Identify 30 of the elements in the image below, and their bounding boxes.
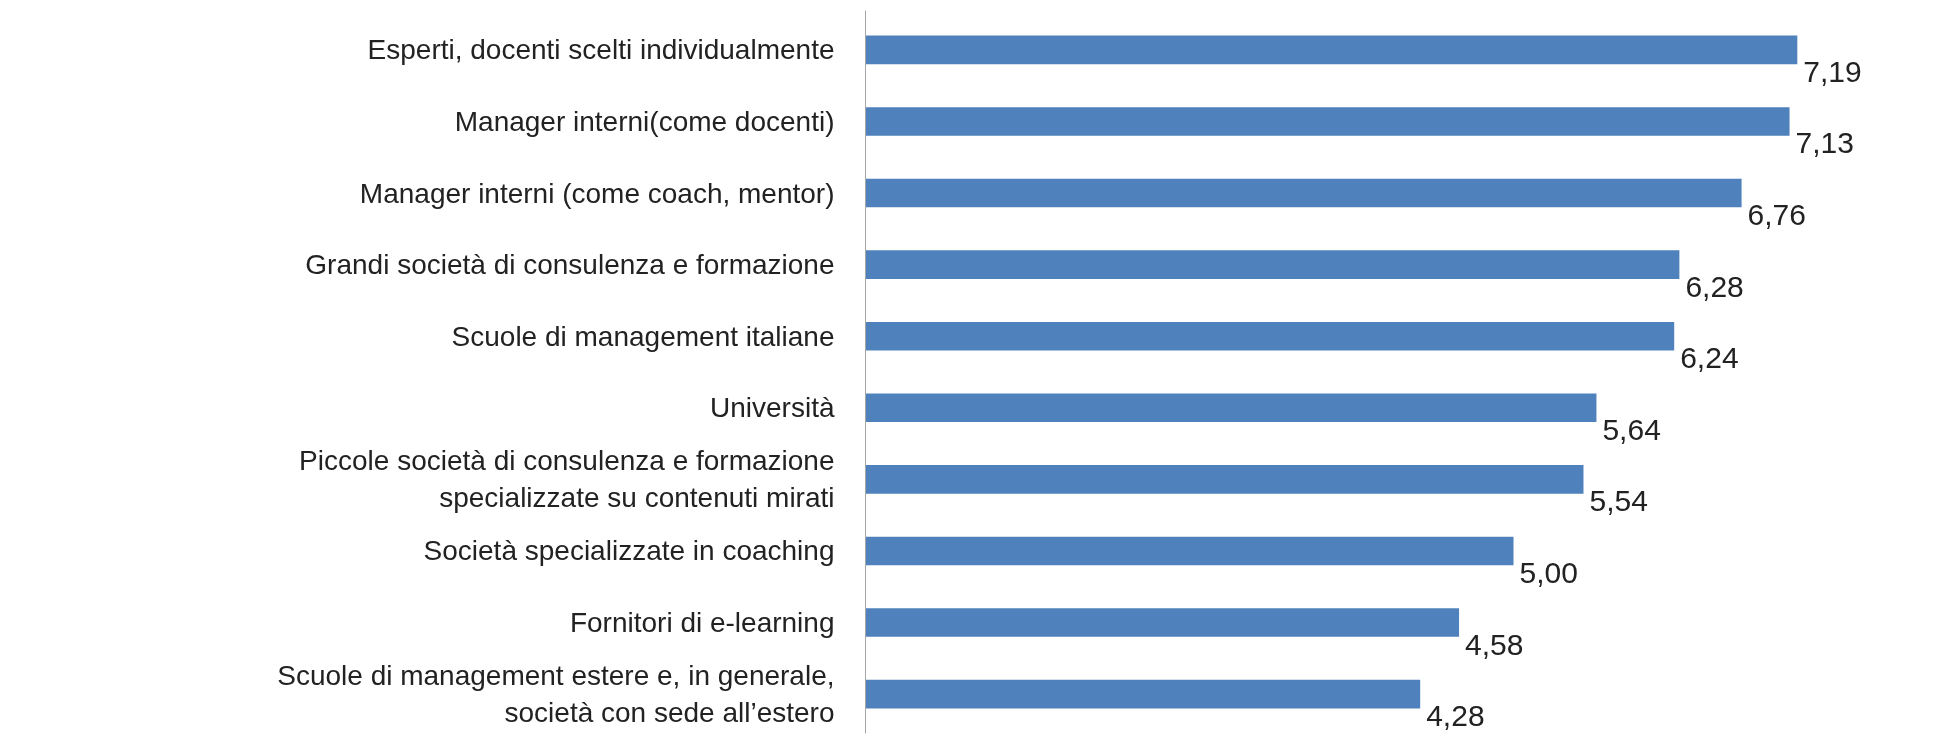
bar (865, 321, 1675, 351)
y-tick-label: Scuole di management italiane (451, 320, 835, 352)
data-label: 5,64 (1602, 412, 1661, 446)
y-tick-label: Grandi società di consulenza e formazione (305, 249, 835, 281)
bar (865, 679, 1421, 709)
y-tick-label: Società specializzate in coaching (423, 535, 835, 567)
y-tick-label: Università (710, 392, 835, 424)
y-tick-label: Piccole società di consulenza e formazione specializzate su contenuti mirati (299, 445, 835, 514)
data-label: 4,58 (1465, 627, 1524, 661)
bar (865, 250, 1680, 279)
bar (865, 107, 1790, 136)
data-label: 5,00 (1519, 555, 1578, 589)
data-label: 7,13 (1795, 126, 1854, 160)
bar (865, 608, 1460, 637)
data-label: 5,54 (1589, 484, 1648, 518)
data-label: 7,19 (1803, 54, 1862, 88)
bar (865, 35, 1798, 65)
bar (865, 536, 1514, 566)
y-tick-label: Manager interni(come docenti) (454, 105, 835, 137)
y-tick-label: Manager interni (come coach, mentor) (359, 177, 835, 209)
y-tick-label: Scuole di management estere e, in generale, società con sede all’estero (277, 660, 835, 729)
data-label: 4,28 (1426, 699, 1485, 733)
bar (865, 465, 1584, 494)
bar (865, 393, 1597, 423)
y-tick-label: Fornitori di e-learning (569, 607, 835, 639)
y-tick-label: Esperti, docenti scelti individualmente (367, 34, 835, 66)
bar (865, 178, 1742, 208)
data-label: 6,28 (1685, 269, 1744, 303)
data-label: 6,24 (1680, 341, 1739, 375)
data-label: 6,76 (1747, 198, 1806, 232)
